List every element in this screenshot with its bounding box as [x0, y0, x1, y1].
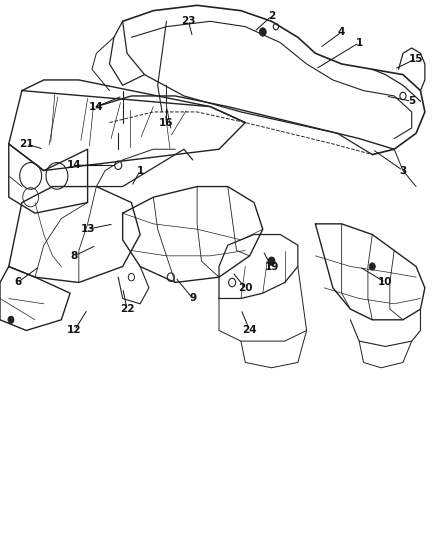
- Circle shape: [268, 257, 275, 265]
- Text: 23: 23: [181, 17, 196, 26]
- Text: 3: 3: [399, 166, 406, 175]
- Text: 13: 13: [80, 224, 95, 234]
- Text: 5: 5: [408, 96, 415, 106]
- Text: 24: 24: [242, 326, 257, 335]
- Text: 14: 14: [67, 160, 82, 170]
- Text: 9: 9: [189, 294, 196, 303]
- Text: 2: 2: [268, 11, 275, 21]
- Text: 10: 10: [378, 278, 393, 287]
- Text: 12: 12: [67, 326, 82, 335]
- Text: 1: 1: [356, 38, 363, 47]
- Circle shape: [259, 28, 266, 36]
- Text: 20: 20: [238, 283, 253, 293]
- Text: 8: 8: [71, 251, 78, 261]
- Text: 4: 4: [338, 27, 345, 37]
- Text: 21: 21: [19, 139, 34, 149]
- Text: 1: 1: [137, 166, 144, 175]
- Text: 15: 15: [409, 54, 424, 63]
- Text: 22: 22: [120, 304, 134, 314]
- Text: 14: 14: [89, 102, 104, 111]
- Text: 19: 19: [265, 262, 279, 271]
- Text: 6: 6: [14, 278, 21, 287]
- Circle shape: [369, 263, 375, 270]
- Text: 16: 16: [159, 118, 174, 127]
- Circle shape: [8, 316, 14, 324]
